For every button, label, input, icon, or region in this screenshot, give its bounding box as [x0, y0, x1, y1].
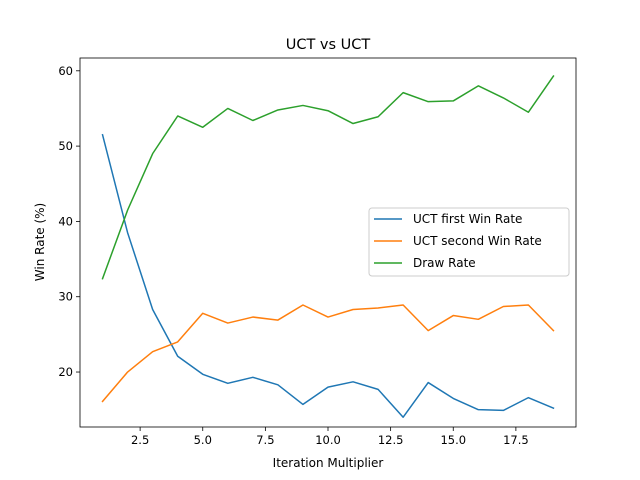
x-axis-label: Iteration Multiplier [273, 456, 384, 470]
y-tick-label: 30 [58, 290, 73, 304]
chart-title: UCT vs UCT [286, 37, 371, 53]
legend-label-3: Draw Rate [413, 256, 476, 270]
legend-label-2: UCT second Win Rate [413, 234, 542, 248]
x-tick-label: 17.5 [503, 433, 529, 447]
x-tick-label: 12.5 [378, 433, 404, 447]
legend-box [368, 207, 570, 277]
plot-area: 2.5 5.0 7.5 10.0 12.5 15.0 17.5 20 30 40 50 60 UCT f… [58, 57, 577, 447]
series-line-2 [101, 304, 555, 403]
x-tick-label: 2.5 [131, 433, 149, 447]
x-tick-label: 10.0 [315, 433, 341, 447]
x-tick-label: 15.0 [440, 433, 466, 447]
y-tick-label: 40 [58, 214, 73, 228]
series-line-3 [101, 75, 555, 280]
series-line-1 [101, 133, 555, 418]
x-tick-label: 5.0 [194, 433, 212, 447]
y-tick-label: 20 [58, 365, 73, 379]
y-tick-label: 60 [58, 64, 73, 78]
legend: UCT first Win Rate UCT second Win Rate Dra… [368, 207, 570, 277]
y-axis-label: Win Rate (%) [33, 203, 47, 281]
x-tick-label: 7.5 [256, 433, 274, 447]
y-tick-label: 50 [58, 139, 73, 153]
legend-label-1: UCT first Win Rate [413, 212, 522, 226]
